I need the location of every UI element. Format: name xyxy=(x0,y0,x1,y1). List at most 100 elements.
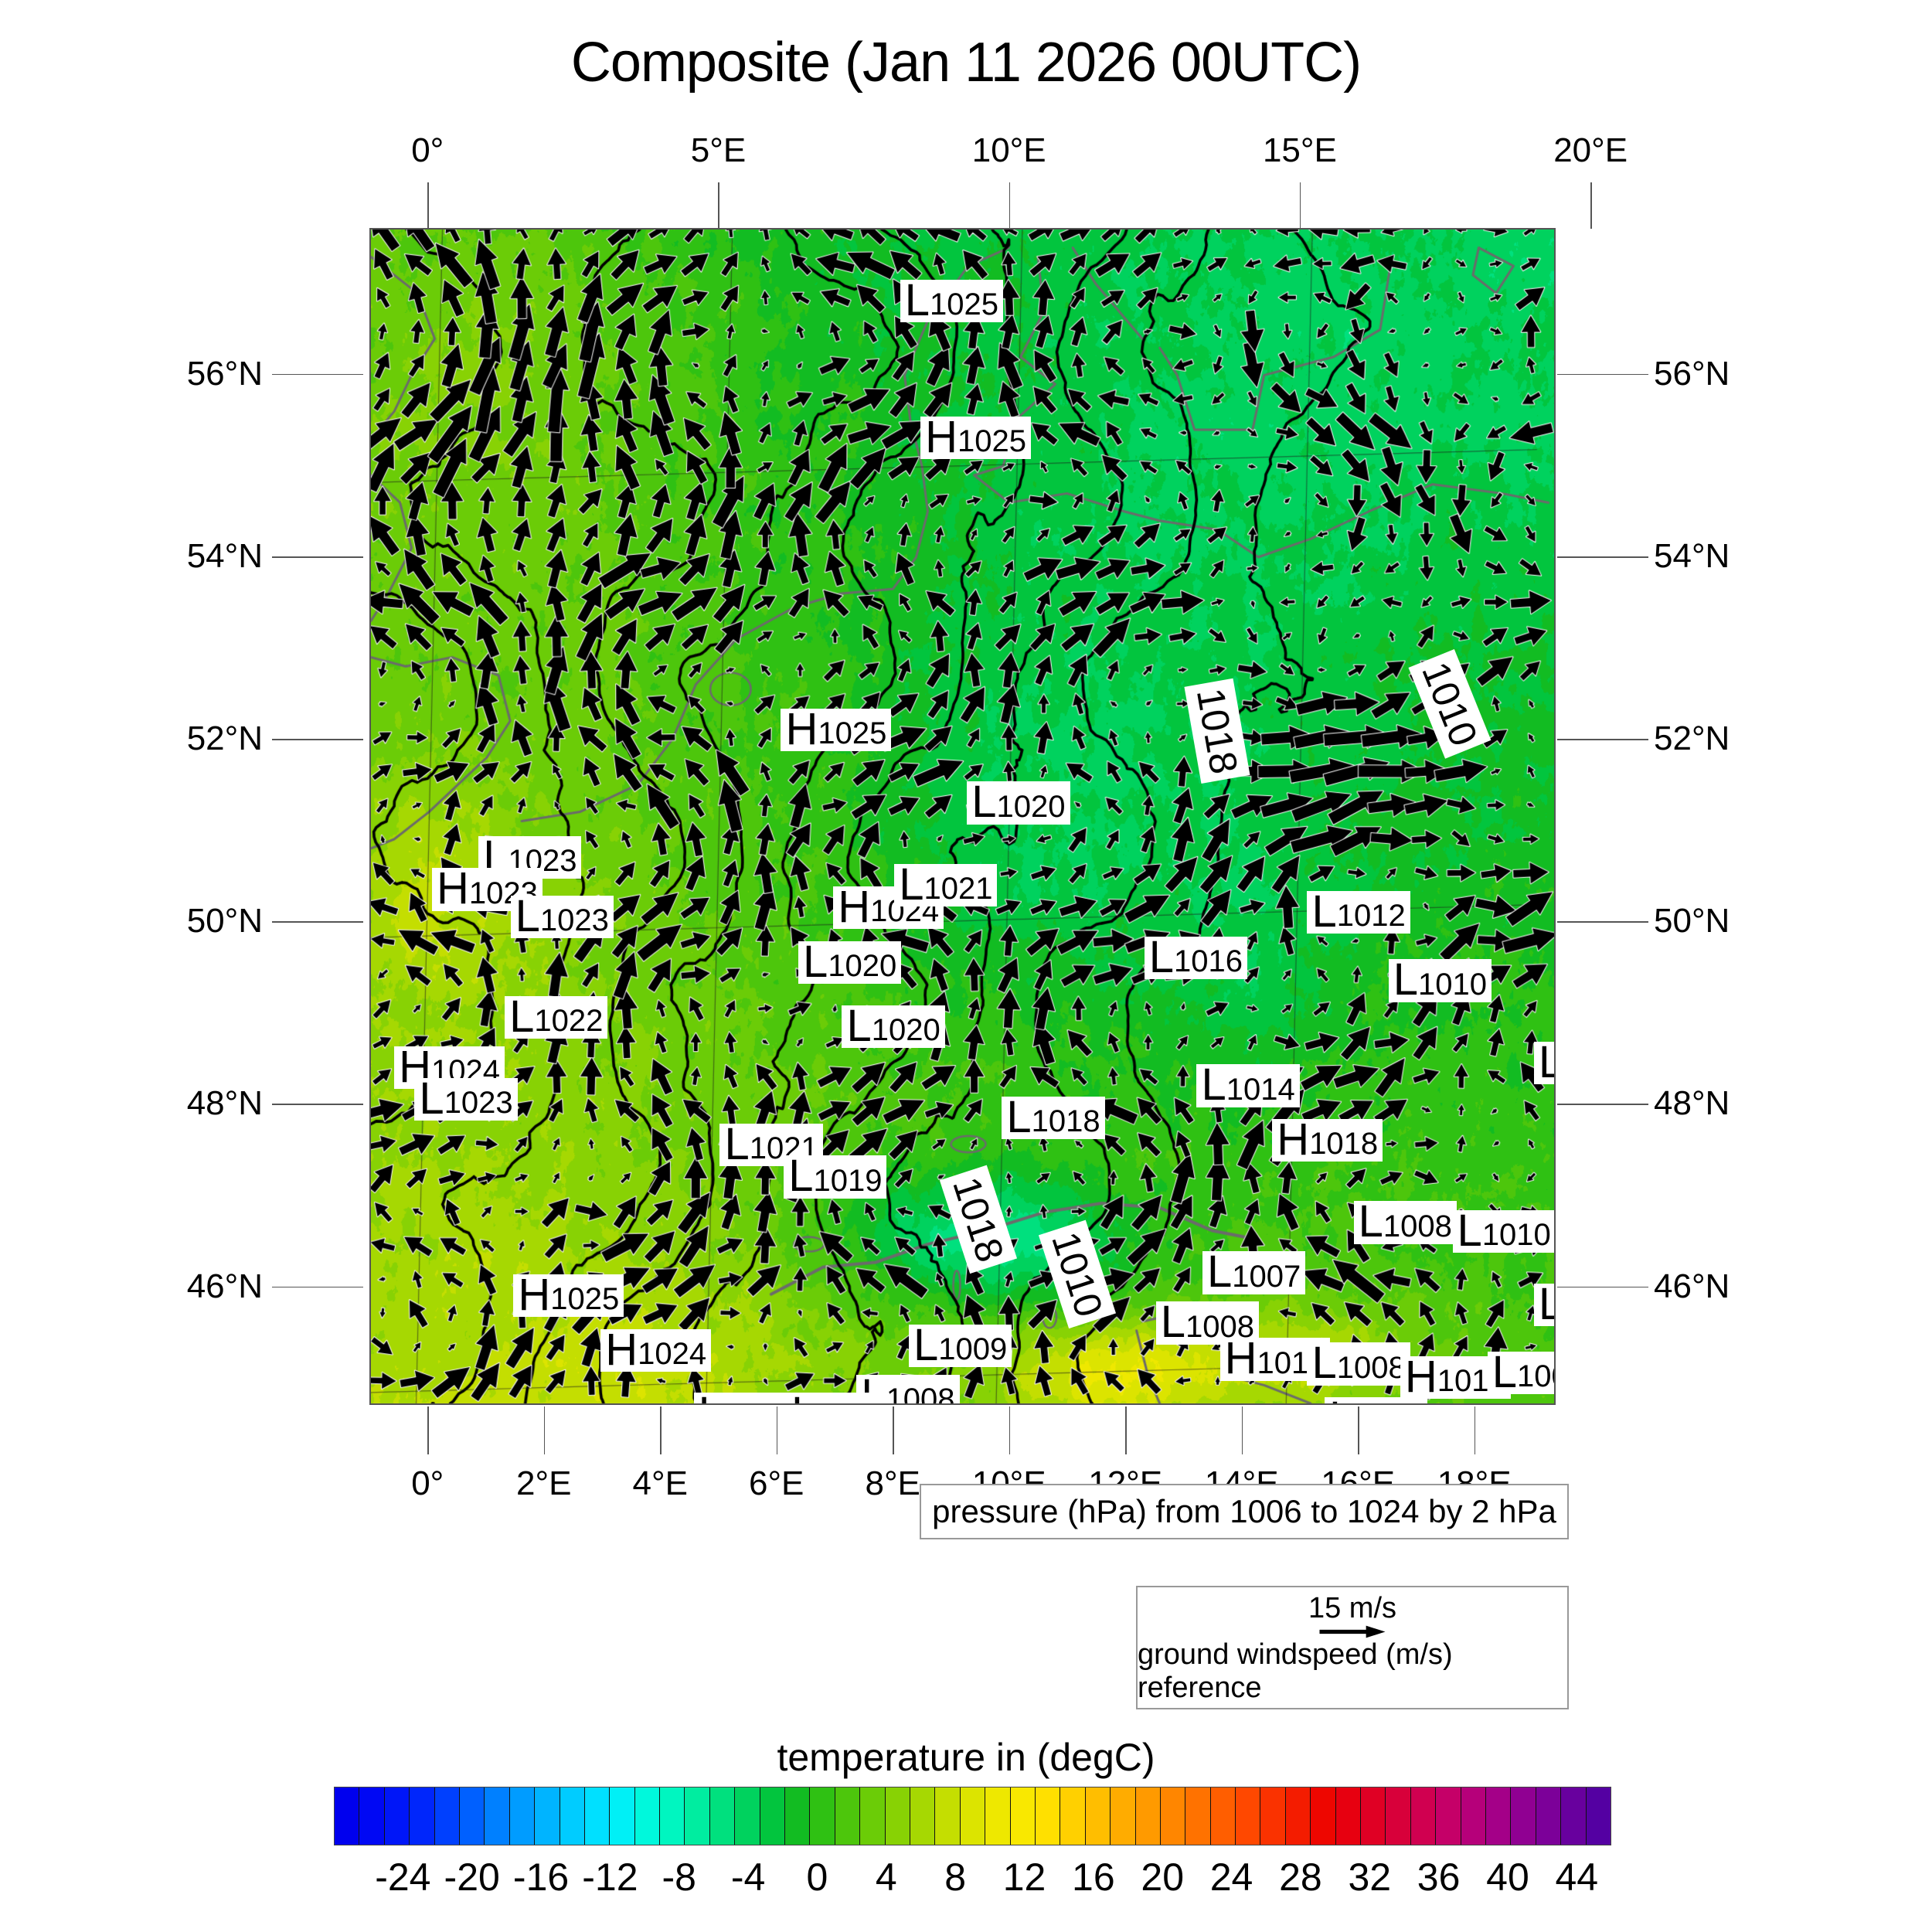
low-pressure-label: L 1020 xyxy=(842,1003,945,1048)
colorbar-cell xyxy=(935,1787,961,1845)
page-title: Composite (Jan 11 2026 00UTC) xyxy=(570,32,1362,94)
top-axis-tick-label: 0° xyxy=(411,131,444,169)
axis-tick-mark xyxy=(272,1104,363,1105)
colorbar-cell xyxy=(1335,1787,1362,1845)
colorbar-tick-labels: -24 -20 -16 -12 -8 -4 0 4 8 12 16 20 24 28 32 36 40 44 xyxy=(0,1855,1932,1909)
pressure-marker-type: L xyxy=(1201,1060,1226,1111)
low-pressure-label: L 1008 xyxy=(1307,1338,1410,1389)
axis-tick-mark xyxy=(1557,1104,1648,1105)
colorbar-tick-label: -16 xyxy=(512,1855,570,1899)
colorbar-cell xyxy=(709,1787,736,1845)
colorbar-cell xyxy=(910,1787,936,1845)
right-axis-tick-label: 52°N xyxy=(1654,719,1730,758)
colorbar-cell xyxy=(1035,1787,1061,1845)
bottom-axis-tick-label: 4°E xyxy=(632,1464,688,1502)
pressure-marker-value: 1023 xyxy=(444,1086,513,1121)
colorbar-cell xyxy=(384,1787,410,1845)
pressure-marker-value: 1025 xyxy=(929,287,998,322)
pressure-marker-type: L xyxy=(1457,1206,1482,1257)
pressure-marker-type: L xyxy=(1207,1247,1233,1298)
temperature-colorbar[interactable] xyxy=(334,1787,1611,1845)
axis-tick-mark xyxy=(1557,921,1648,923)
top-axis-tick-label: 15°E xyxy=(1262,131,1337,169)
pressure-marker-value: 1008 xyxy=(1185,1309,1255,1344)
axis-tick-mark xyxy=(1009,1406,1011,1454)
colorbar-tick-label: 28 xyxy=(1279,1855,1322,1899)
wind-reference-caption: ground windspeed (m/s) reference xyxy=(1138,1638,1453,1704)
left-axis-tick-label: 56°N xyxy=(186,354,263,393)
pressure-marker-type: L xyxy=(419,1073,444,1124)
axis-tick-mark xyxy=(427,1406,429,1454)
colorbar-tick-label: 36 xyxy=(1417,1855,1461,1899)
left-axis-tick-label: 46°N xyxy=(186,1267,263,1305)
pressure-marker-type: L xyxy=(899,859,924,910)
pressure-marker-value: 1016 xyxy=(1174,944,1243,979)
axis-tick-mark xyxy=(1125,1406,1127,1454)
colorbar-cell xyxy=(584,1787,611,1845)
colorbar-cell xyxy=(1210,1787,1236,1845)
colorbar-cell xyxy=(1135,1787,1161,1845)
axis-tick-mark xyxy=(1557,1286,1648,1288)
colorbar-cell xyxy=(1461,1787,1486,1845)
colorbar-cell xyxy=(359,1787,385,1845)
axis-tick-mark xyxy=(776,1406,778,1454)
low-pressure-label: L 1018 xyxy=(1002,1094,1105,1139)
pressure-marker-type: L xyxy=(1311,886,1337,937)
pressure-marker-type: L xyxy=(913,1319,939,1370)
pressure-marker-value: 1024 xyxy=(638,1336,707,1371)
pressure-marker-value: 1018 xyxy=(1031,1104,1100,1138)
pressure-marker-value: 1007 xyxy=(1232,1259,1301,1294)
pressure-marker-type: L xyxy=(515,890,540,941)
colorbar-tick-label: -20 xyxy=(444,1855,500,1899)
right-axis-tick-label: 46°N xyxy=(1654,1267,1730,1305)
low-pressure-label: L 1008 xyxy=(1155,1297,1260,1348)
colorbar-tick-label: -4 xyxy=(730,1855,766,1899)
colorbar-cell xyxy=(434,1787,460,1845)
pressure-marker-type: L xyxy=(699,1391,723,1403)
pressure-marker-value: 1008 xyxy=(1383,1209,1452,1243)
bottom-axis-tick-label: 0° xyxy=(411,1464,444,1502)
colorbar-cell xyxy=(485,1787,510,1845)
weather-map[interactable]: L 1025 H 1025 H 1025 L 1023 H 1023 L 1023 L 1022 H 1024… xyxy=(369,228,1556,1405)
colorbar-cell xyxy=(1085,1787,1111,1845)
axis-tick-mark xyxy=(272,921,363,923)
colorbar-tick-label: 20 xyxy=(1141,1855,1185,1899)
colorbar-cell xyxy=(860,1787,886,1845)
colorbar-cell xyxy=(535,1787,560,1845)
colorbar-cell xyxy=(760,1787,786,1845)
colorbar-tick-label: 32 xyxy=(1348,1855,1392,1899)
right-axis-tick-label: 56°N xyxy=(1654,354,1730,393)
high-pressure-label: H 1025 xyxy=(513,1272,624,1317)
top-axis-tick-label: 5°E xyxy=(690,131,747,169)
colorbar-tick-label: 16 xyxy=(1072,1855,1115,1899)
axis-tick-mark xyxy=(893,1406,894,1454)
wind-reference-legend: 15 m/s ground windspeed (m/s) reference xyxy=(1136,1586,1569,1709)
axis-tick-mark xyxy=(272,556,363,558)
pressure-marker-value: 1012 xyxy=(1336,899,1406,934)
colorbar-cell xyxy=(1260,1787,1286,1845)
pressure-marker-type: L xyxy=(1311,1338,1337,1389)
pressure-marker-type: L xyxy=(724,1119,750,1169)
pressure-contour-caption: pressure (hPa) from 1006 to 1024 by 2 hP… xyxy=(920,1484,1569,1539)
colorbar-cell xyxy=(885,1787,910,1845)
pressure-marker-value: 1009 xyxy=(1516,1359,1554,1394)
colorbar-cell xyxy=(1311,1787,1336,1845)
pressure-marker-value: 1025 xyxy=(818,716,887,751)
colorbar-cell xyxy=(660,1787,685,1845)
axis-tick-mark xyxy=(718,182,719,229)
pressure-marker-type: L xyxy=(1329,1396,1354,1403)
colorbar-tick-label: 24 xyxy=(1209,1855,1253,1899)
pressure-marker-type: L xyxy=(1160,1297,1186,1348)
colorbar-tick-label: -24 xyxy=(375,1855,431,1899)
colorbar-cell xyxy=(1386,1787,1411,1845)
pressure-marker-value: 1022 xyxy=(534,1004,604,1039)
pressure-marker-value: 1009 xyxy=(938,1332,1008,1367)
colorbar-cell xyxy=(1485,1787,1512,1845)
colorbar-cell xyxy=(509,1787,536,1845)
